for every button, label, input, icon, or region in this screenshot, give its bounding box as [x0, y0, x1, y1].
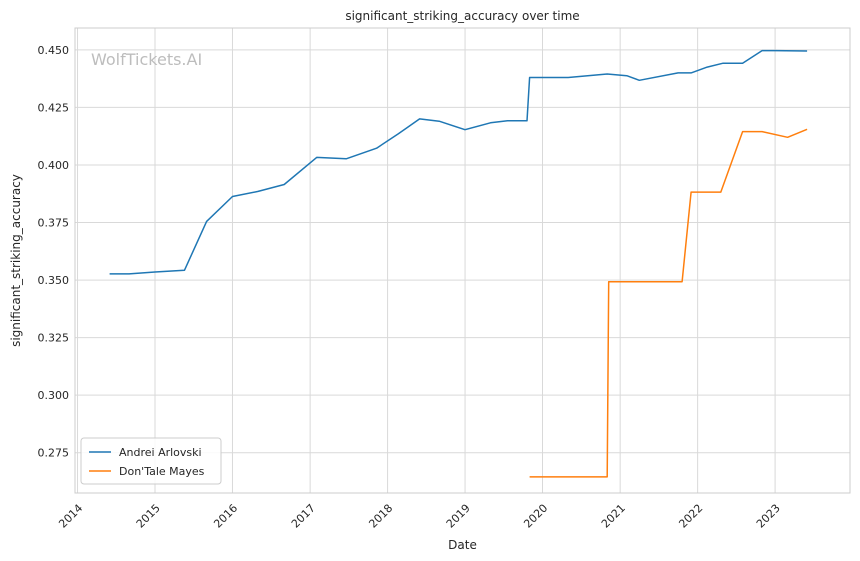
series-layer	[109, 49, 808, 478]
x-tick-label: 2014	[56, 502, 85, 531]
x-tick-label: 2017	[289, 502, 318, 531]
y-tick-label: 0.400	[38, 159, 70, 172]
x-tick-label: 2020	[521, 502, 550, 531]
legend-label-0: Andrei Arlovski	[119, 446, 202, 459]
grid	[75, 28, 850, 493]
y-axis-label: significant_striking_accuracy	[9, 174, 23, 347]
x-axis-label: Date	[448, 538, 477, 552]
plot-frame	[74, 27, 851, 494]
legend-box	[80, 437, 222, 485]
y-axis-ticks: 0.275 0.300 0.325 0.350 0.375 0.400 0.425 0.450	[38, 44, 70, 460]
watermark-text: WolfTickets.AI	[91, 50, 202, 69]
x-tick-label: 2015	[134, 502, 163, 531]
series-line-0	[109, 49, 808, 275]
series-line-1	[529, 128, 808, 478]
x-tick-label: 2018	[366, 502, 395, 531]
x-tick-label: 2023	[754, 502, 783, 531]
y-tick-label: 0.425	[38, 101, 70, 114]
x-tick-label: 2021	[599, 502, 628, 531]
y-tick-label: 0.350	[38, 274, 70, 287]
x-tick-label: 2019	[444, 502, 473, 531]
y-tick-label: 0.375	[38, 217, 70, 230]
chart-title: significant_striking_accuracy over time	[345, 9, 579, 23]
y-tick-label: 0.275	[38, 447, 70, 460]
x-tick-label: 2016	[211, 502, 240, 531]
y-tick-label: 0.300	[38, 389, 70, 402]
x-axis-ticks: 2014 2015 2016 2017 2018 2019 2020 2021 2022 2023	[56, 502, 783, 531]
legend: Andrei Arlovski Don'Tale Mayes	[80, 437, 222, 485]
legend-label-1: Don'Tale Mayes	[119, 465, 205, 478]
x-tick-label: 2022	[676, 502, 705, 531]
y-tick-label: 0.325	[38, 332, 70, 345]
y-tick-label: 0.450	[38, 44, 70, 57]
